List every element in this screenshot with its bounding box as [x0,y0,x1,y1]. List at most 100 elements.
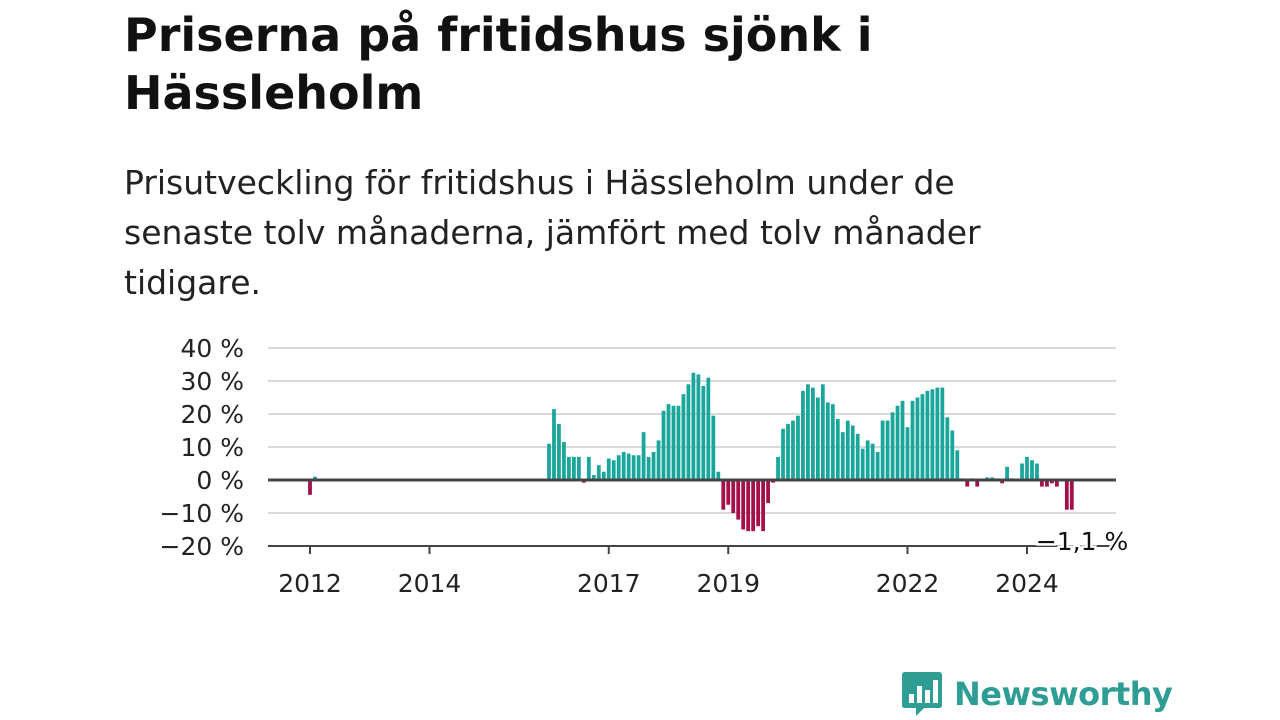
bar [656,440,661,480]
bar [706,377,711,480]
bar [801,390,805,480]
bar [840,432,845,480]
bar [1040,480,1044,487]
bar [835,418,840,480]
bar [631,455,636,480]
y-tick-label: −10 % [160,499,244,528]
bar [646,456,651,480]
bar [1045,480,1049,487]
bar [796,415,800,480]
bar [756,480,761,527]
bar [711,415,716,480]
bar [552,409,556,480]
bar [726,480,731,505]
bar [651,451,656,480]
bar [776,456,780,480]
bar [746,480,751,532]
y-tick-label: 30 % [180,367,244,396]
bar [761,480,765,532]
y-tick-label: 40 % [180,334,244,363]
bar [576,456,581,480]
bar-chart: 40 %30 %20 %10 %0 %−10 %−20 % 2012 2014 20… [160,334,1131,598]
bar [895,405,900,480]
chart-subtitle: Prisutveckling för fritidshus i Hässleho… [124,163,981,302]
bar [955,450,960,480]
bar [557,423,561,480]
bar [885,420,890,480]
bar [636,455,641,480]
bar [596,465,601,480]
bar [696,374,701,480]
bar [786,423,790,480]
y-tick-label: 10 % [180,433,244,462]
bar [626,453,631,480]
bar [671,405,676,480]
bar [855,433,860,480]
bar [920,394,925,480]
bar-chart-logo-icon [902,672,942,716]
bar [915,397,920,480]
bar [1050,480,1054,484]
bar [741,480,746,530]
bar [721,480,726,510]
bar [875,451,880,480]
bar [616,455,621,480]
bar [1069,480,1074,510]
bar [950,430,955,480]
last-value-annotation: −1,1 % [1036,527,1128,556]
bar [965,480,970,487]
bar [601,471,606,480]
bar [701,385,706,480]
x-tick-label: 2014 [398,569,462,598]
bar [791,420,795,480]
bar [935,387,940,480]
bar [825,402,830,480]
bar [945,417,950,480]
bar [666,404,671,480]
bar [910,400,915,480]
bar [606,458,611,480]
x-axis-ticks: 2012 2014 2017 2019 2022 2024 [278,546,1059,598]
bar [815,397,820,480]
x-tick-label: 2019 [696,569,760,598]
bar [751,480,756,532]
newsworthy-logo: Newsworthy [902,670,1173,718]
bar [830,404,835,480]
x-tick-label: 2022 [876,569,940,598]
bar [820,384,825,480]
annotations: −1,1 % [1033,525,1130,559]
bar [308,480,312,495]
bar [1030,460,1034,480]
bar [572,456,576,480]
zero-line [268,478,1116,547]
bar [865,440,870,480]
bar [1020,463,1024,480]
bar [562,442,566,480]
bar [940,387,945,480]
y-axis-ticks: 40 % 30 % 20 % 10 % 0 % −10 % −20 % [160,334,244,561]
y-tick-label: 0 % [196,466,244,495]
y-tick-label: −20 % [160,532,244,561]
bar [586,456,591,480]
bar [860,448,865,480]
bar [880,420,885,480]
y-tick-label: 20 % [180,400,244,429]
bar [1005,466,1009,480]
bar [905,427,910,480]
bar [1025,456,1029,480]
x-tick-label: 2017 [577,569,641,598]
bar [1054,480,1059,487]
bar [591,475,596,480]
bar [736,480,741,520]
bar [1064,480,1069,510]
bar [1035,463,1039,480]
bar [870,443,875,480]
bar [716,471,721,480]
bar [611,460,616,480]
bar [975,480,980,487]
bar [890,412,895,480]
bar [806,384,810,480]
chart-title: Priserna på fritidshus sjönk i Hässlehol… [124,8,873,120]
x-tick-label: 2012 [278,569,342,598]
x-tick-label: 2024 [995,569,1059,598]
